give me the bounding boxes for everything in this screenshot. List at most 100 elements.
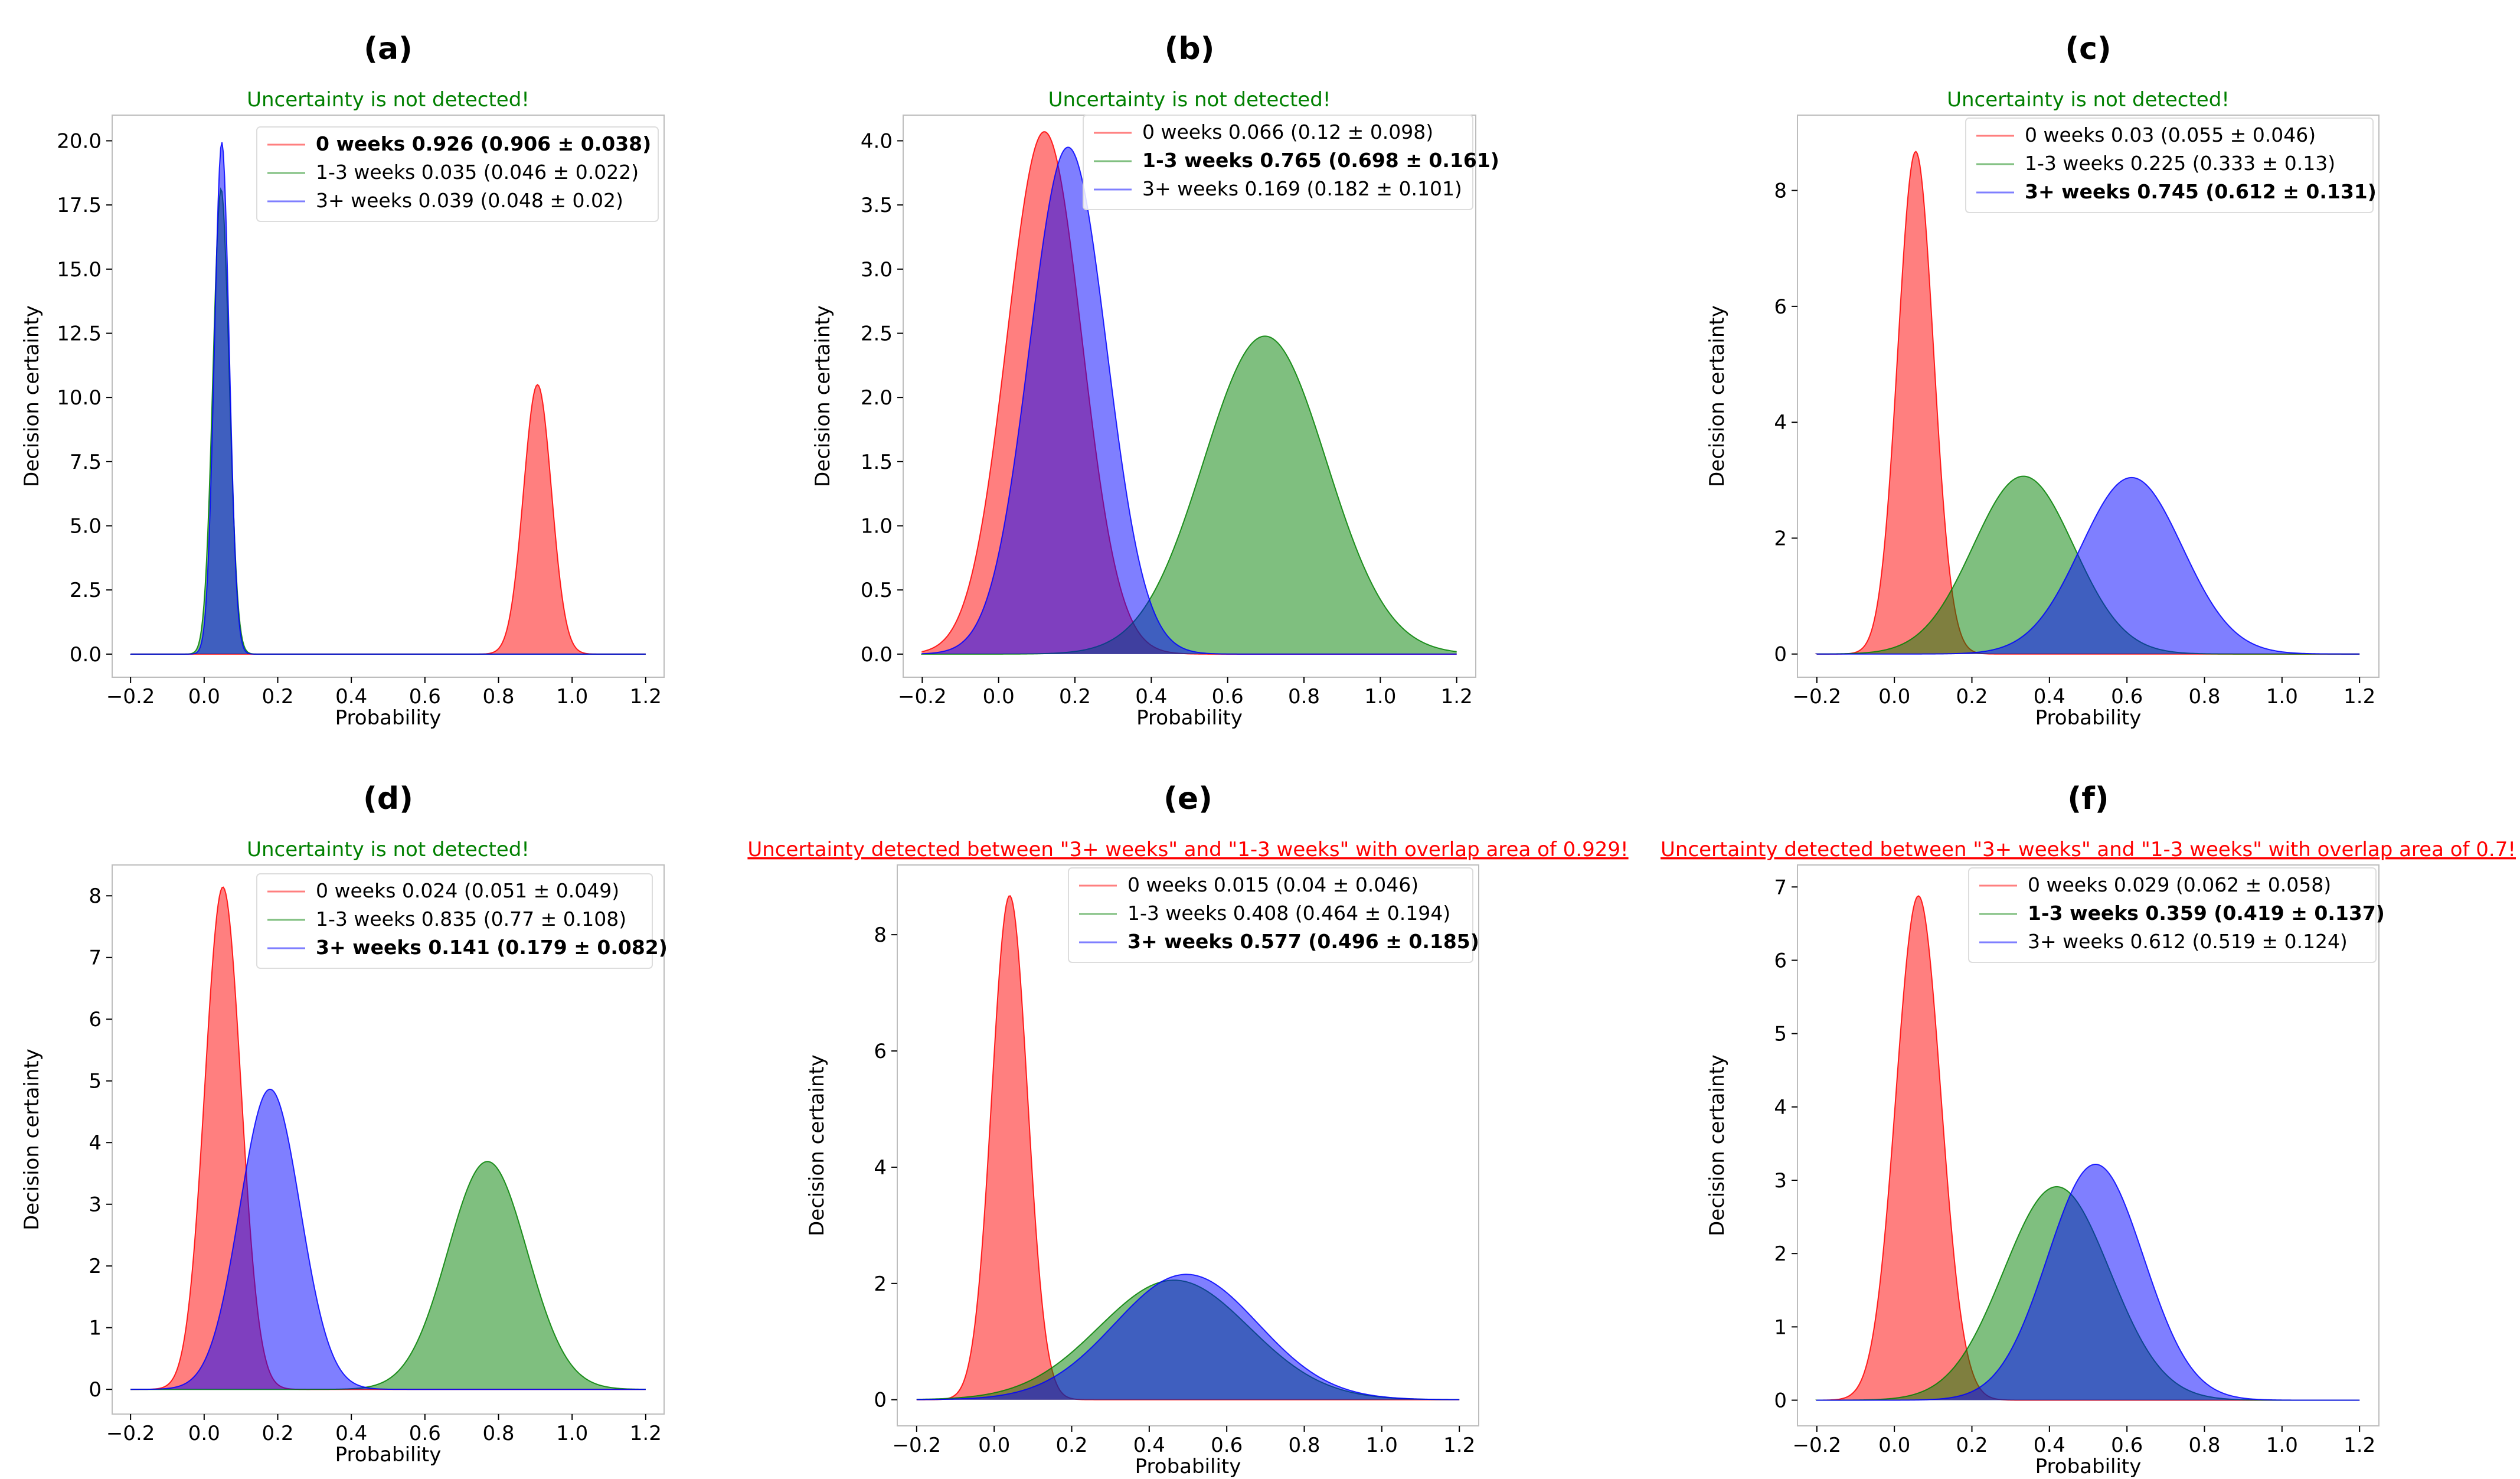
series-area-3-weeks	[1816, 477, 2360, 654]
legend-entry: 3+ weeks 0.141 (0.179 ± 0.082)	[316, 936, 668, 959]
legend-entry: 3+ weeks 0.612 (0.519 ± 0.124)	[2028, 930, 2348, 953]
x-tick-label: 0.0	[1878, 1434, 1910, 1457]
legend-entry: 1-3 weeks 0.035 (0.046 ± 0.022)	[316, 161, 639, 184]
legend-box	[1965, 117, 2374, 213]
legend-entry: 3+ weeks 0.745 (0.612 ± 0.131)	[2025, 180, 2377, 203]
y-tick-label: 5	[89, 1070, 102, 1093]
x-tick-label: 0.2	[262, 685, 293, 709]
y-tick-label: 4	[874, 1156, 887, 1180]
legend-box	[1083, 115, 1473, 210]
legend-entry: 0 weeks 0.926 (0.906 ± 0.038)	[316, 132, 651, 155]
legend-entry: 1-3 weeks 0.835 (0.77 ± 0.108)	[316, 907, 626, 931]
y-tick-label: 2	[1774, 1242, 1787, 1266]
x-tick-label: 0.6	[1211, 1434, 1243, 1457]
y-tick-label: 4	[1774, 1096, 1787, 1119]
y-axis-label: Decision certainty	[1705, 305, 1729, 487]
series-area-1-3-weeks	[922, 336, 1457, 654]
y-tick-label: 2	[89, 1255, 102, 1278]
y-tick-label: 7	[89, 946, 102, 970]
x-tick-label: 1.2	[1441, 685, 1473, 709]
y-tick-label: 2	[1774, 527, 1787, 550]
x-tick-label: 0.4	[335, 685, 367, 709]
legend-entry: 0 weeks 0.015 (0.04 ± 0.046)	[1127, 873, 1418, 896]
x-axis-label: Probability	[1135, 1455, 1241, 1478]
y-tick-label: 6	[874, 1040, 887, 1063]
series-line-0-weeks	[916, 895, 1460, 1400]
series-line-3-weeks	[916, 1274, 1460, 1400]
status-message: Uncertainty detected between "3+ weeks" …	[747, 838, 1628, 861]
y-tick-label: 7	[1774, 876, 1787, 899]
x-axis-label: Probability	[1136, 706, 1243, 730]
x-tick-label: −0.2	[893, 1434, 942, 1457]
legend-entry: 3+ weeks 0.169 (0.182 ± 0.101)	[1142, 177, 1462, 200]
panel-label: (d)	[363, 781, 413, 817]
x-tick-label: 1.0	[556, 685, 588, 709]
y-axis-label: Decision certainty	[1705, 1054, 1729, 1236]
y-tick-label: 8	[89, 884, 102, 908]
x-axis-label: Probability	[2035, 1455, 2142, 1478]
y-tick-label: 8	[1774, 179, 1787, 203]
plot-frame	[112, 864, 665, 1415]
x-tick-label: −0.2	[106, 1422, 155, 1445]
series-area-3-weeks	[1816, 1164, 2360, 1400]
series-area-1-3-weeks	[130, 1161, 646, 1390]
legend-box	[1068, 867, 1473, 963]
x-tick-label: −0.2	[1793, 685, 1842, 709]
series-area-3-weeks	[922, 147, 1457, 654]
y-tick-label: 4.0	[861, 129, 893, 153]
chart-panel-d: (d) Uncertainty is not detected! −0.2 0.0 0.…	[20, 781, 668, 1467]
y-tick-label: 0.0	[70, 643, 102, 667]
x-tick-label: 1.0	[1364, 685, 1396, 709]
y-tick-label: 2.5	[70, 579, 102, 602]
status-message: Uncertainty is not detected!	[247, 838, 530, 861]
y-tick-label: 7.5	[70, 450, 102, 474]
series-area-0-weeks	[916, 896, 1460, 1400]
legend: 0 weeks 0.926 (0.906 ± 0.038) 1-3 weeks 0…	[256, 126, 659, 222]
x-tick-label: 1.0	[2266, 1434, 2298, 1457]
y-axis-label: Decision certainty	[20, 1049, 44, 1230]
legend-entry: 0 weeks 0.029 (0.062 ± 0.058)	[2028, 873, 2331, 896]
legend-entry: 0 weeks 0.066 (0.12 ± 0.098)	[1142, 120, 1433, 143]
y-tick-label: 1.5	[861, 450, 893, 474]
y-tick-label: 4	[89, 1131, 102, 1155]
y-tick-label: 1	[1774, 1315, 1787, 1339]
y-tick-label: 3.0	[861, 258, 893, 282]
x-tick-label: 0.2	[1059, 685, 1091, 709]
x-tick-label: 1.2	[2343, 685, 2375, 709]
status-message: Uncertainty is not detected!	[247, 88, 530, 112]
x-tick-label: 0.8	[1288, 1434, 1320, 1457]
x-tick-label: 1.2	[1443, 1434, 1475, 1457]
y-tick-label: 1.0	[861, 515, 893, 538]
y-axis-label: Decision certainty	[20, 305, 44, 487]
y-tick-label: 4	[1774, 411, 1787, 435]
series-area-0-weeks	[130, 887, 646, 1390]
x-axis-label: Probability	[335, 706, 442, 730]
y-tick-label: 0	[874, 1389, 887, 1412]
x-tick-label: −0.2	[106, 685, 155, 709]
y-tick-label: 15.0	[57, 258, 102, 282]
x-tick-label: 0.6	[409, 685, 441, 709]
x-tick-label: 0.0	[1878, 685, 1910, 709]
legend: 0 weeks 0.024 (0.051 ± 0.049) 1-3 weeks 0…	[256, 873, 668, 969]
x-tick-label: 0.4	[1135, 685, 1167, 709]
legend: 0 weeks 0.029 (0.062 ± 0.058) 1-3 weeks 0…	[1968, 867, 2385, 963]
plot-frame	[1797, 864, 2380, 1426]
x-tick-label: 0.8	[482, 685, 514, 709]
y-tick-label: 3	[89, 1193, 102, 1217]
legend-entry: 1-3 weeks 0.225 (0.333 ± 0.13)	[2025, 152, 2335, 175]
legend-entry: 0 weeks 0.024 (0.051 ± 0.049)	[316, 879, 619, 902]
y-tick-label: 5.0	[70, 515, 102, 538]
x-tick-label: 0.0	[188, 685, 220, 709]
chart-panel-a: (a)Uncertainty is not detected!−0.2 0.0 0.…	[20, 31, 665, 730]
y-axis-label: Decision certainty	[805, 1054, 829, 1236]
chart-panel-e: (e) Uncertainty detected between "3+ week…	[747, 781, 1628, 1478]
x-tick-label: 1.0	[556, 1422, 588, 1445]
series-line-3-weeks	[130, 142, 646, 655]
y-tick-label: 8	[874, 923, 887, 947]
series-line-3-weeks	[130, 1088, 646, 1390]
x-tick-label: 0.8	[2188, 1434, 2220, 1457]
x-tick-label: 0.6	[2111, 685, 2143, 709]
x-tick-label: 1.2	[2343, 1434, 2375, 1457]
legend-entry: 1-3 weeks 0.408 (0.464 ± 0.194)	[1127, 902, 1450, 925]
series-area-0-weeks	[1816, 896, 2360, 1400]
